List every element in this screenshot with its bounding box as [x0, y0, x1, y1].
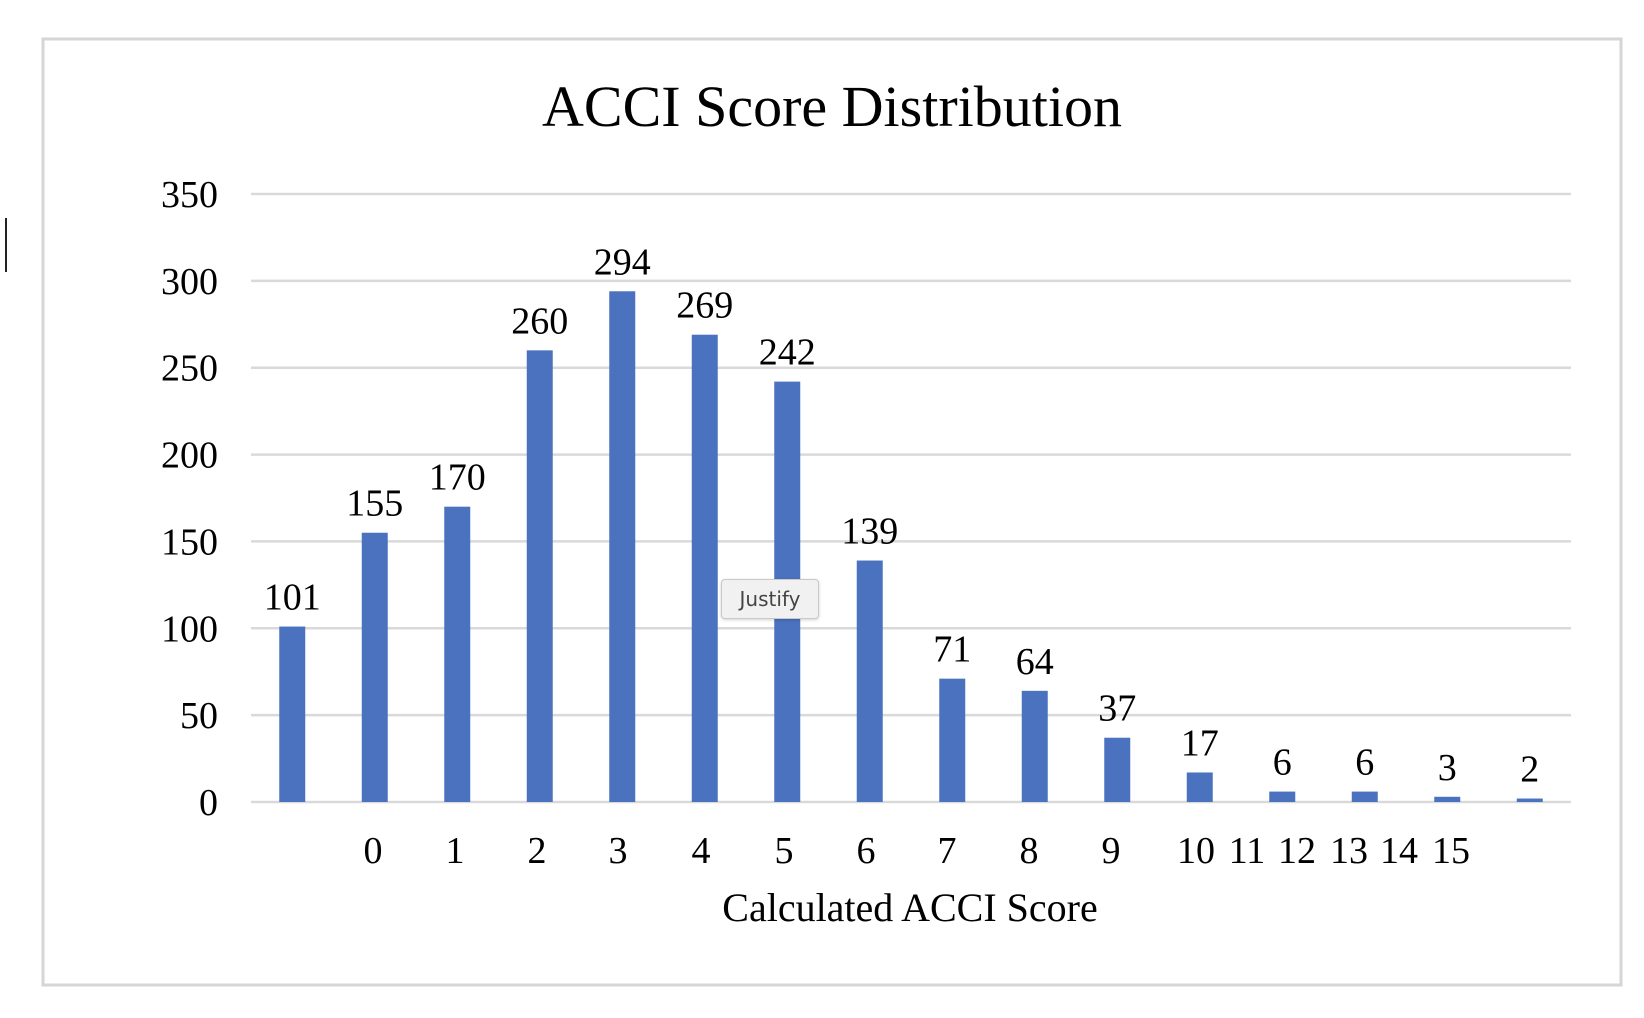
- x-axis-tick-labels: 0 1 2 3 4 5 6 7 8 9 10 11 12 13 14 15: [364, 830, 1471, 872]
- bar: [856, 560, 883, 802]
- data-label: 3: [1438, 747, 1457, 789]
- data-label: 101: [264, 577, 321, 619]
- bar: [1351, 791, 1378, 802]
- x-tick-label: 9: [1102, 830, 1121, 872]
- y-tick-label: 100: [161, 608, 218, 650]
- x-tick-label: 3: [609, 830, 628, 872]
- data-label: 269: [676, 285, 733, 327]
- y-tick-label: 350: [161, 174, 218, 216]
- data-label: 242: [759, 332, 816, 374]
- bar: [361, 532, 388, 802]
- y-tick-label: 0: [199, 782, 218, 824]
- x-tick-label: 8: [1020, 830, 1039, 872]
- bar: [609, 291, 636, 802]
- justify-tooltip: Justify: [721, 579, 819, 619]
- x-tick-label: 12: [1278, 830, 1316, 872]
- x-tick-label: 15: [1432, 830, 1470, 872]
- x-tick-label: 7: [938, 830, 957, 872]
- x-tick-label: 4: [692, 830, 711, 872]
- bar: [444, 506, 471, 802]
- bar: [1434, 796, 1461, 802]
- gridlines: [251, 192, 1571, 804]
- y-tick-label: 250: [161, 348, 218, 390]
- bar: [1269, 791, 1296, 802]
- data-label: 71: [933, 629, 971, 671]
- x-tick-label: 10: [1177, 830, 1215, 872]
- data-label: 170: [429, 457, 486, 499]
- bar: [1186, 772, 1213, 802]
- bar: [691, 334, 718, 802]
- bar: [1021, 690, 1048, 802]
- bars: [279, 291, 1543, 802]
- data-label: 155: [346, 483, 403, 525]
- bar: [279, 626, 306, 802]
- chart-frame: [41, 37, 1623, 987]
- data-label: 139: [841, 511, 898, 553]
- bar: [939, 678, 966, 802]
- y-tick-label: 300: [161, 261, 218, 303]
- x-tick-label: 11: [1229, 830, 1266, 872]
- data-label: 37: [1098, 688, 1136, 730]
- y-tick-label: 200: [161, 435, 218, 477]
- data-label: 64: [1016, 641, 1054, 683]
- data-label: 260: [511, 300, 568, 342]
- bar: [1104, 737, 1131, 802]
- x-tick-label: 1: [446, 830, 465, 872]
- y-axis-tick-labels: 0 50 100 150 200 250 300 350: [161, 174, 218, 824]
- y-tick-label: 150: [161, 521, 218, 563]
- x-tick-label: 0: [364, 830, 383, 872]
- x-axis-title: Calculated ACCI Score: [722, 885, 1097, 930]
- data-label: 6: [1273, 742, 1292, 784]
- x-tick-label: 13: [1330, 830, 1368, 872]
- data-labels: 101 155 170 260 294 269 242 139 71 64 37 17 6 6 3 2: [264, 241, 1540, 790]
- chart-title: ACCI Score Distribution: [542, 74, 1122, 139]
- y-tick-label: 50: [180, 695, 218, 737]
- bar: [1516, 798, 1543, 802]
- x-tick-label: 5: [775, 830, 794, 872]
- data-label: 6: [1355, 742, 1374, 784]
- data-label: 17: [1181, 722, 1219, 764]
- text-cursor: [5, 218, 7, 272]
- x-tick-label: 14: [1380, 830, 1418, 872]
- x-tick-label: 2: [528, 830, 547, 872]
- x-tick-label: 6: [857, 830, 876, 872]
- data-label: 2: [1520, 749, 1539, 791]
- data-label: 294: [594, 241, 651, 283]
- bar: [526, 350, 553, 802]
